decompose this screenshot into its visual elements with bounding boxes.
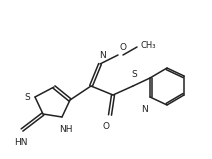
Text: N: N xyxy=(142,105,148,114)
Text: HN: HN xyxy=(14,138,28,147)
Text: N: N xyxy=(99,51,105,60)
Text: O: O xyxy=(102,122,110,131)
Text: CH₃: CH₃ xyxy=(140,41,156,51)
Text: O: O xyxy=(120,43,127,52)
Text: NH: NH xyxy=(59,125,73,134)
Text: S: S xyxy=(131,70,137,79)
Text: S: S xyxy=(24,93,30,101)
